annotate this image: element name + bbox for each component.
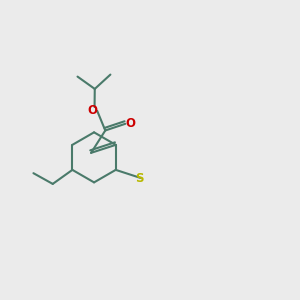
Text: S: S [136,172,144,185]
Text: O: O [87,104,97,117]
Text: O: O [126,117,136,130]
